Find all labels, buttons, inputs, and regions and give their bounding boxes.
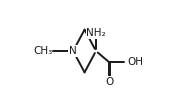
Text: NH₂: NH₂ bbox=[86, 28, 106, 38]
Text: OH: OH bbox=[127, 57, 143, 67]
Text: O: O bbox=[105, 77, 113, 87]
Text: N: N bbox=[69, 46, 77, 56]
Text: CH₃: CH₃ bbox=[33, 46, 53, 56]
